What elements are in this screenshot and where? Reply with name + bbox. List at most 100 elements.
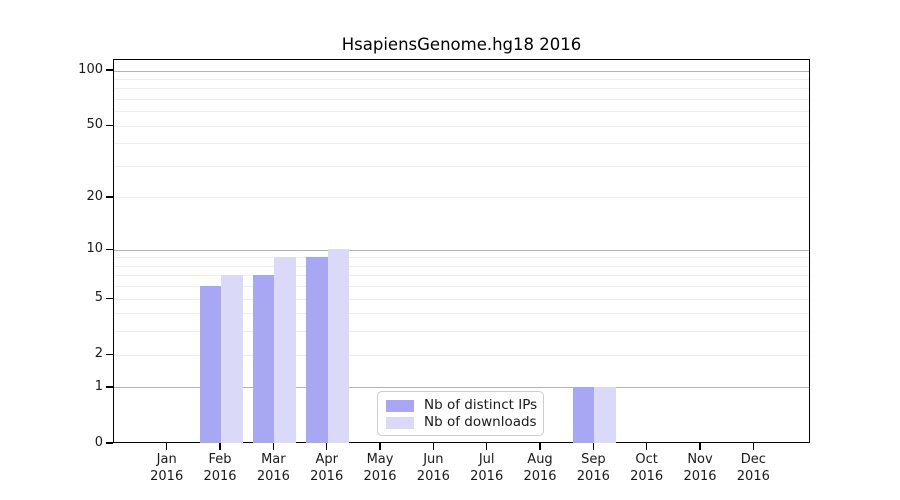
x-tick-label: Aug 2016 [512, 452, 568, 485]
legend-row: Nb of distinct IPs [386, 397, 538, 413]
minor-gridline [114, 88, 809, 90]
minor-gridline [114, 165, 809, 167]
x-tick-label: Oct 2016 [619, 452, 675, 485]
x-tick-year: 2016 [576, 468, 610, 484]
x-tick-month: Mar [261, 452, 286, 467]
legend-label-distinct-ips: Nb of distinct IPs [424, 397, 538, 413]
minor-gridline [114, 125, 809, 127]
y-tick-label: 100 [78, 62, 103, 77]
y-axis-tick [106, 442, 113, 444]
x-axis-tick [699, 443, 701, 450]
x-tick-label: May 2016 [352, 452, 408, 485]
legend-swatch-downloads [386, 416, 414, 429]
y-tick-label: 5 [94, 290, 103, 306]
major-gridline [114, 70, 809, 72]
x-tick-month: Nov [687, 452, 713, 467]
legend-row: Nb of downloads [386, 414, 537, 430]
major-gridline [114, 249, 809, 251]
minor-gridline [114, 313, 809, 315]
minor-gridline [114, 265, 809, 267]
minor-gridline [114, 298, 809, 300]
x-tick-label: Jul 2016 [459, 452, 515, 485]
y-axis-tick [106, 69, 113, 71]
x-tick-month: Aug [527, 452, 553, 467]
x-axis-tick [646, 443, 648, 450]
x-tick-year: 2016 [363, 468, 397, 484]
minor-gridline [114, 257, 809, 259]
x-axis-tick [326, 443, 328, 450]
minor-gridline [114, 197, 809, 199]
x-axis-tick [272, 443, 274, 450]
x-tick-label: Feb 2016 [192, 452, 248, 485]
x-tick-month: Apr [315, 452, 338, 467]
x-tick-year: 2016 [736, 468, 770, 484]
x-axis-tick [592, 443, 594, 450]
x-axis-tick [539, 443, 541, 450]
x-tick-month: Dec [740, 452, 766, 467]
x-axis-tick [166, 443, 168, 450]
x-tick-label: Mar 2016 [245, 452, 301, 485]
x-tick-year: 2016 [150, 468, 184, 484]
x-tick-month: Jul [478, 452, 495, 467]
y-tick-label: 2 [94, 346, 103, 362]
y-tick-label: 20 [86, 188, 103, 204]
x-axis-tick [486, 443, 488, 450]
x-tick-year: 2016 [630, 468, 664, 484]
x-tick-month: May [366, 452, 394, 467]
minor-gridline [114, 143, 809, 145]
y-axis-tick [106, 196, 113, 198]
y-tick-label: 50 [86, 117, 103, 133]
x-tick-year: 2016 [523, 468, 557, 484]
minor-gridline [114, 354, 809, 356]
minor-gridline [114, 98, 809, 100]
minor-gridline [114, 331, 809, 333]
x-tick-month: Oct [635, 452, 658, 467]
bar-feb-distinct-ips [199, 285, 222, 443]
x-axis-tick [379, 443, 381, 450]
y-tick-label: 10 [86, 241, 103, 257]
x-tick-year: 2016 [470, 468, 504, 484]
x-tick-year: 2016 [683, 468, 717, 484]
x-tick-label: Apr 2016 [299, 452, 355, 485]
legend-label-downloads: Nb of downloads [424, 414, 537, 430]
minor-gridline [114, 78, 809, 80]
y-axis-tick [106, 124, 113, 126]
minor-gridline [114, 275, 809, 277]
x-tick-month: Jun [423, 452, 444, 467]
x-tick-label: Dec 2016 [725, 452, 781, 485]
bar-sep-downloads [594, 386, 616, 443]
bar-sep-distinct-ips [572, 386, 595, 443]
minor-gridline [114, 111, 809, 113]
y-axis-tick [106, 386, 113, 388]
x-tick-year: 2016 [256, 468, 290, 484]
y-tick-label: 0 [94, 435, 103, 450]
chart-title: HsapiensGenome.hg18 2016 [341, 35, 582, 54]
legend-swatch-distinct-ips [386, 399, 414, 412]
legend: Nb of distinct IPs Nb of downloads [377, 391, 544, 436]
y-tick-label: 1 [94, 378, 103, 394]
x-axis-tick [432, 443, 434, 450]
x-tick-year: 2016 [203, 468, 237, 484]
x-tick-label: Sep 2016 [565, 452, 621, 485]
y-axis-tick [106, 248, 113, 250]
bar-apr-downloads [327, 249, 350, 443]
bar-feb-downloads [221, 274, 243, 443]
x-axis-tick [219, 443, 221, 450]
plot-area [113, 59, 810, 443]
y-axis-tick [106, 297, 113, 299]
x-tick-year: 2016 [310, 468, 344, 484]
bar-mar-downloads [274, 256, 296, 443]
minor-gridline [114, 286, 809, 288]
x-tick-month: Sep [581, 452, 606, 467]
x-tick-month: Feb [208, 452, 232, 467]
x-tick-year: 2016 [416, 468, 450, 484]
x-axis-tick [752, 443, 754, 450]
x-tick-label: Jan 2016 [139, 452, 195, 485]
major-gridline [114, 387, 809, 389]
x-tick-label: Nov 2016 [672, 452, 728, 485]
x-tick-month: Jan [156, 452, 177, 467]
y-axis-tick [106, 353, 113, 355]
x-tick-label: Jun 2016 [405, 452, 461, 485]
bar-mar-distinct-ips [252, 274, 275, 443]
